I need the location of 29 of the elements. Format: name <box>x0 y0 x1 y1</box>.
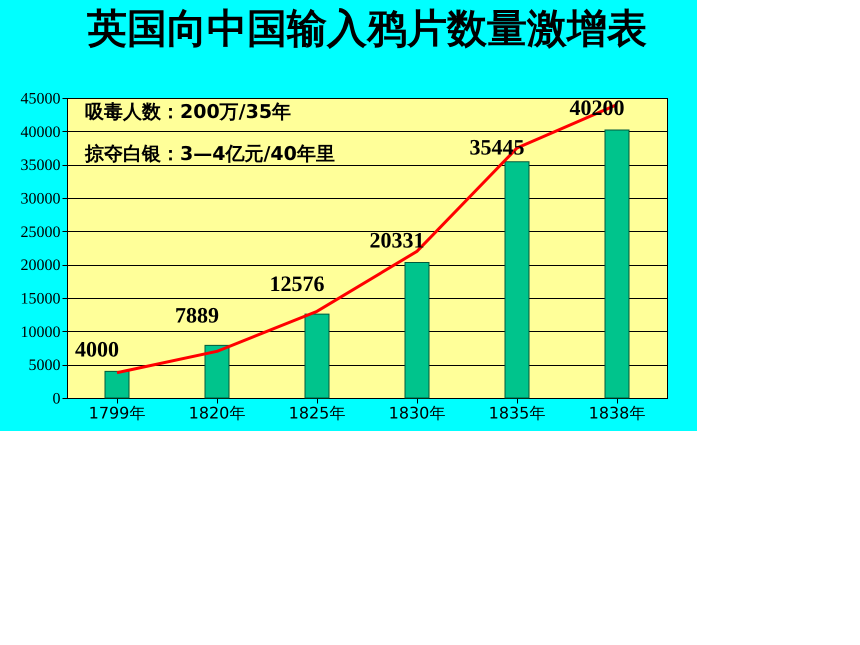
y-tick-label: 25000 <box>20 224 60 241</box>
data-label: 12576 <box>270 271 324 296</box>
bar <box>104 370 130 398</box>
x-tick-label: 1830年 <box>388 404 446 422</box>
bar <box>404 262 430 398</box>
annotation: 吸毒人数：200万/35年 <box>85 101 292 123</box>
y-tick-label: 30000 <box>20 190 60 208</box>
chart-title: 英国向中国输入鸦片数量激增表 <box>86 6 647 52</box>
x-tick-label: 1835年 <box>488 404 546 422</box>
annotation: 掠夺白银：3—4亿元/40年里 <box>84 143 335 165</box>
y-tick-label: 15000 <box>20 290 60 308</box>
y-tick-label: 40000 <box>20 124 60 141</box>
x-tick-label: 1825年 <box>288 404 346 422</box>
data-label: 4000 <box>75 336 119 362</box>
bar <box>204 344 230 398</box>
bar <box>504 161 530 398</box>
y-tick-label: 0 <box>52 390 60 408</box>
y-tick-label: 20000 <box>20 257 60 274</box>
bar <box>304 314 330 398</box>
y-tick-label: 45000 <box>20 90 60 108</box>
x-tick-label: 1820年 <box>188 404 246 422</box>
x-tick-label: 1799年 <box>88 404 146 422</box>
bar <box>604 130 630 398</box>
data-label: 20331 <box>370 227 424 252</box>
y-tick-label: 35000 <box>20 157 60 174</box>
y-tick-label: 10000 <box>20 324 60 341</box>
x-tick-label: 1838年 <box>588 404 646 422</box>
data-label: 7889 <box>175 302 219 328</box>
y-tick-label: 5000 <box>28 357 60 374</box>
